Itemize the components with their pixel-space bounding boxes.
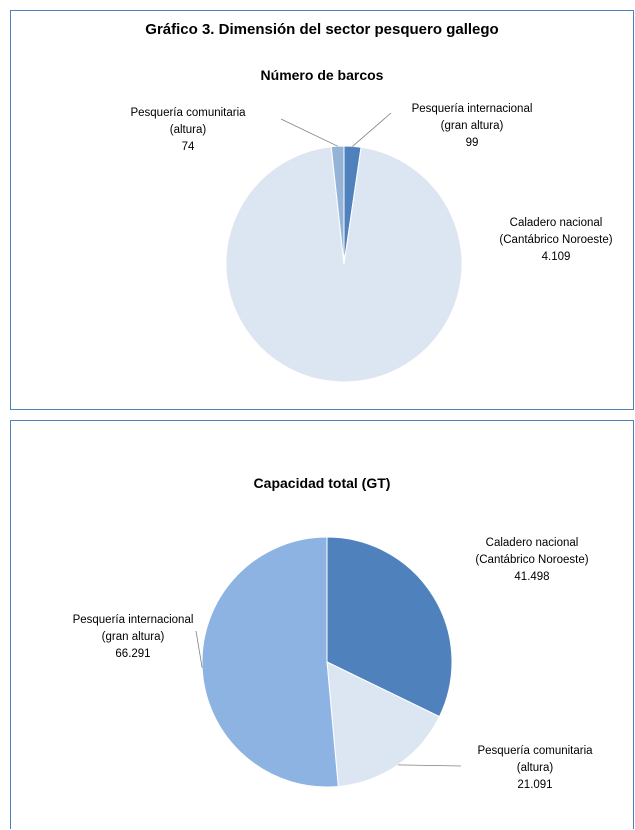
slice-name-label: Pesquería internacional [412, 103, 533, 115]
data-label: 99 [466, 137, 479, 149]
slice-name-label: (gran altura) [441, 120, 504, 132]
chart-panel-capacidad: Capacidad total (GT) Caladero nacional (C… [10, 420, 634, 829]
pie-chart-barcos: Caladero nacional (Cantábrico Noroeste) 4.… [130, 103, 613, 383]
data-label: 21.091 [517, 779, 552, 791]
slice-name-label: (Cantábrico Noroeste) [475, 554, 588, 566]
pie-slice [201, 536, 339, 788]
slice-name-label: Pesquería comunitaria [477, 745, 593, 757]
slice-name-label: (altura) [170, 124, 207, 136]
chart-title-capacidad: Capacidad total (GT) [253, 475, 391, 491]
slice-name-label: (gran altura) [102, 631, 165, 643]
slice-name-label: (altura) [517, 762, 554, 774]
leader-line [398, 764, 462, 767]
leader-line [352, 112, 392, 147]
pie-chart-capacidad: Caladero nacional (Cantábrico Noroeste) 41… [73, 536, 593, 791]
pie-slice [225, 146, 463, 383]
leader-line [280, 118, 338, 147]
leader-line [195, 630, 203, 668]
data-label: 4.109 [542, 251, 571, 263]
data-label: 66.291 [115, 648, 150, 660]
data-label: 41.498 [514, 571, 549, 583]
slice-name-label: Caladero nacional [486, 537, 579, 549]
chart-panel-barcos: Gráfico 3. Dimensión del sector pesquero… [10, 10, 634, 410]
slice-name-label: (Cantábrico Noroeste) [499, 234, 612, 246]
data-label: 74 [182, 141, 195, 153]
chart-title-barcos: Número de barcos [260, 67, 384, 83]
slice-name-label: Pesquería comunitaria [130, 107, 246, 119]
slice-name-label: Pesquería internacional [73, 614, 194, 626]
figure-title: Gráfico 3. Dimensión del sector pesquero… [145, 21, 499, 38]
slice-name-label: Caladero nacional [510, 217, 603, 229]
pie-slice [326, 661, 441, 788]
pie-slice [326, 536, 453, 718]
